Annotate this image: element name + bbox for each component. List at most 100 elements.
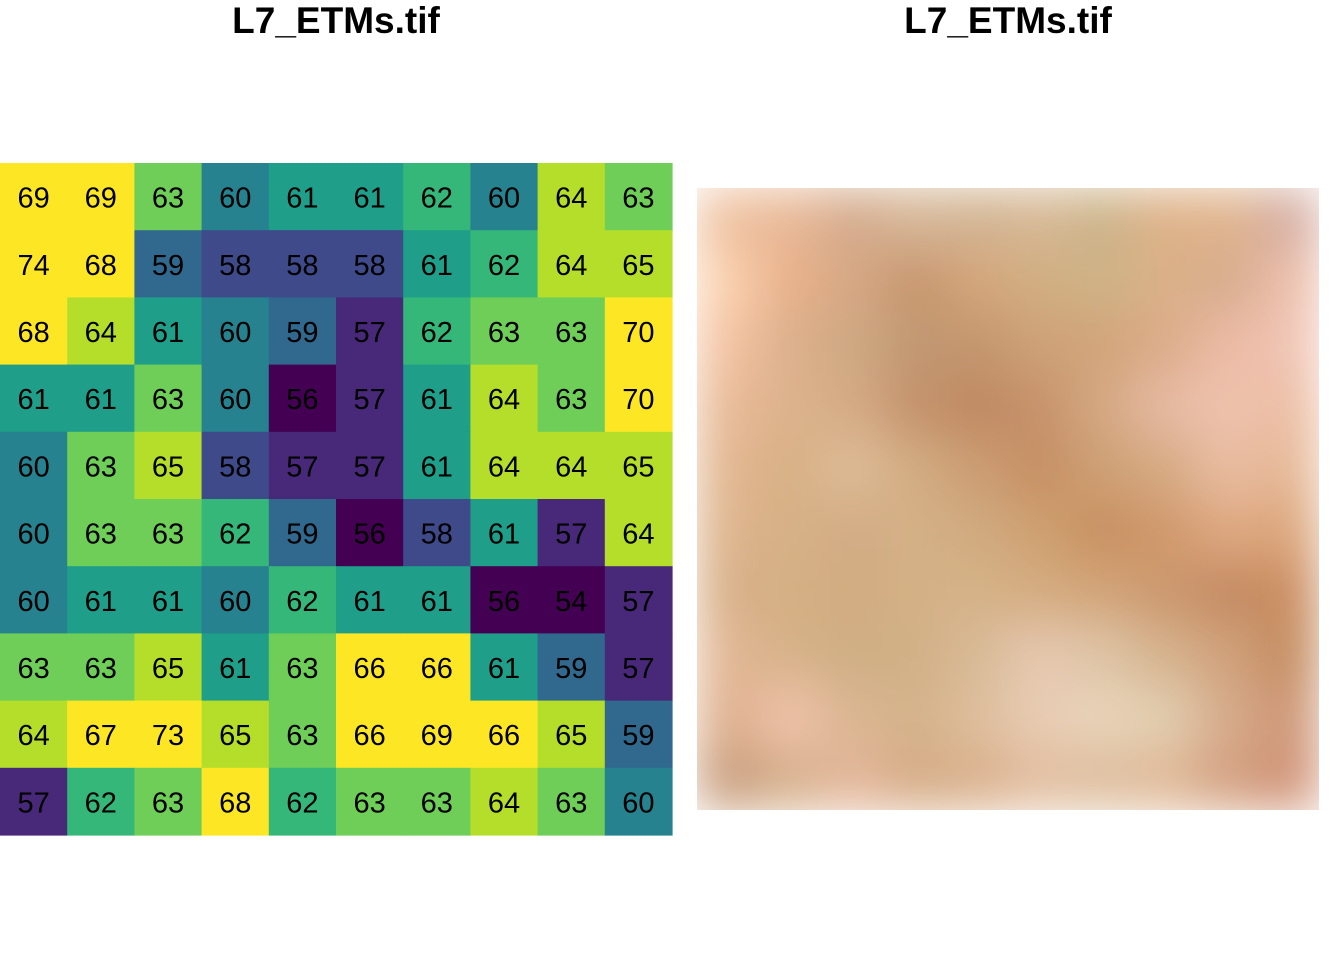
heatmap-cell bbox=[403, 364, 471, 433]
cell-value-label: 65 bbox=[622, 451, 654, 483]
cell-value-label: 57 bbox=[353, 451, 385, 483]
rgb-pixel bbox=[1070, 747, 1133, 810]
rgb-pixel bbox=[945, 747, 1009, 810]
cell-value-label: 66 bbox=[488, 720, 520, 752]
cell-value-label: 63 bbox=[152, 384, 184, 416]
heatmap-cell bbox=[604, 431, 673, 500]
heatmap-cell bbox=[403, 163, 471, 231]
left-panel-title: L7_ETMs.tif bbox=[232, 0, 440, 41]
heatmap-cell bbox=[336, 297, 404, 366]
rgb-pixel bbox=[697, 623, 760, 687]
heatmap-cell bbox=[67, 297, 135, 366]
heatmap-cell bbox=[336, 431, 404, 500]
heatmap-cell bbox=[268, 700, 337, 769]
heatmap-cell bbox=[201, 566, 270, 634]
rgb-pixel bbox=[1070, 561, 1133, 624]
cell-value-label: 61 bbox=[286, 183, 318, 215]
heatmap-cell bbox=[134, 230, 203, 298]
cell-value-label: 61 bbox=[421, 384, 453, 416]
cell-value-label: 65 bbox=[622, 250, 654, 282]
cell-value-label: 63 bbox=[85, 451, 117, 483]
heatmap-cell bbox=[134, 633, 203, 702]
rgb-pixel bbox=[1194, 250, 1258, 313]
cell-value-label: 63 bbox=[286, 720, 318, 752]
cell-value-label: 61 bbox=[152, 317, 184, 349]
cell-value-label: 60 bbox=[219, 586, 251, 618]
heatmap-cell bbox=[0, 633, 68, 702]
rgb-pixel bbox=[1256, 188, 1319, 251]
rgb-pixel bbox=[1008, 374, 1071, 438]
rgb-pixel bbox=[1008, 685, 1071, 749]
heatmap-cell bbox=[268, 566, 337, 634]
heatmap-cell bbox=[537, 431, 606, 500]
cell-value-label: 62 bbox=[421, 183, 453, 215]
heatmap-cell bbox=[336, 767, 404, 836]
cell-value-label: 63 bbox=[622, 183, 654, 215]
rgb-pixel bbox=[1256, 623, 1319, 687]
rgb-pixel bbox=[1132, 436, 1196, 500]
rgb-pixel bbox=[945, 188, 1009, 251]
rgb-pixel bbox=[1132, 312, 1196, 376]
heatmap-cell bbox=[604, 364, 673, 433]
heatmap-cell bbox=[604, 297, 673, 366]
rgb-pixel bbox=[1132, 188, 1196, 251]
heatmap-cell bbox=[403, 767, 471, 836]
heatmap-cell bbox=[403, 633, 471, 702]
cell-value-label: 59 bbox=[555, 653, 587, 685]
heatmap-cell bbox=[201, 700, 270, 769]
heatmap-cell bbox=[67, 499, 135, 567]
heatmap-cell bbox=[134, 163, 203, 231]
heatmap-cell bbox=[403, 566, 471, 634]
cell-value-label: 61 bbox=[152, 586, 184, 618]
rgb-pixel bbox=[883, 685, 947, 749]
rgb-pixel bbox=[821, 685, 885, 749]
rgb-pixel bbox=[821, 312, 885, 376]
rgb-pixel bbox=[1194, 436, 1258, 500]
rgb-pixel bbox=[1008, 436, 1071, 500]
rgb-pixel bbox=[1194, 561, 1258, 624]
cell-value-label: 63 bbox=[555, 787, 587, 819]
rgb-pixel bbox=[759, 374, 822, 438]
heatmap-cell bbox=[268, 297, 337, 366]
heatmap-cell bbox=[403, 230, 471, 298]
rgb-pixel bbox=[1194, 623, 1258, 687]
rgb-pixel bbox=[1256, 312, 1319, 376]
rgb-pixel bbox=[1008, 312, 1071, 376]
heatmap-cell bbox=[470, 364, 539, 433]
rgb-pixel bbox=[759, 188, 822, 251]
cell-value-label: 63 bbox=[555, 384, 587, 416]
cell-value-label: 62 bbox=[421, 317, 453, 349]
heatmap-cell bbox=[470, 230, 539, 298]
cell-value-label: 56 bbox=[353, 519, 385, 551]
heatmap-cell bbox=[67, 633, 135, 702]
heatmap-cell bbox=[604, 700, 673, 769]
cell-value-label: 60 bbox=[488, 183, 520, 215]
rgb-pixel bbox=[1132, 747, 1196, 810]
cell-value-label: 59 bbox=[622, 720, 654, 752]
rgb-pixel bbox=[1008, 623, 1071, 687]
heatmap-cell bbox=[134, 566, 203, 634]
rgb-pixel bbox=[759, 561, 822, 624]
cell-value-label: 60 bbox=[622, 787, 654, 819]
heatmap-cell bbox=[470, 431, 539, 500]
rgb-pixel bbox=[883, 561, 947, 624]
heatmap-cell bbox=[268, 767, 337, 836]
cell-value-label: 63 bbox=[152, 183, 184, 215]
cell-value-label: 63 bbox=[17, 653, 49, 685]
rgb-pixel bbox=[697, 685, 760, 749]
rgb-pixel bbox=[821, 499, 885, 562]
heatmap-cell bbox=[470, 163, 539, 231]
cell-value-label: 69 bbox=[85, 183, 117, 215]
rgb-pixel bbox=[883, 623, 947, 687]
cell-value-label: 56 bbox=[286, 384, 318, 416]
heatmap-cell bbox=[336, 364, 404, 433]
cell-value-label: 63 bbox=[421, 787, 453, 819]
heatmap-cell bbox=[403, 499, 471, 567]
cell-value-label: 63 bbox=[555, 317, 587, 349]
cell-value-label: 63 bbox=[488, 317, 520, 349]
rgb-pixel bbox=[1070, 374, 1133, 438]
rgb-pixel bbox=[1070, 312, 1133, 376]
cell-value-label: 61 bbox=[488, 653, 520, 685]
rgb-pixel bbox=[759, 499, 822, 562]
rgb-pixel bbox=[1008, 561, 1071, 624]
